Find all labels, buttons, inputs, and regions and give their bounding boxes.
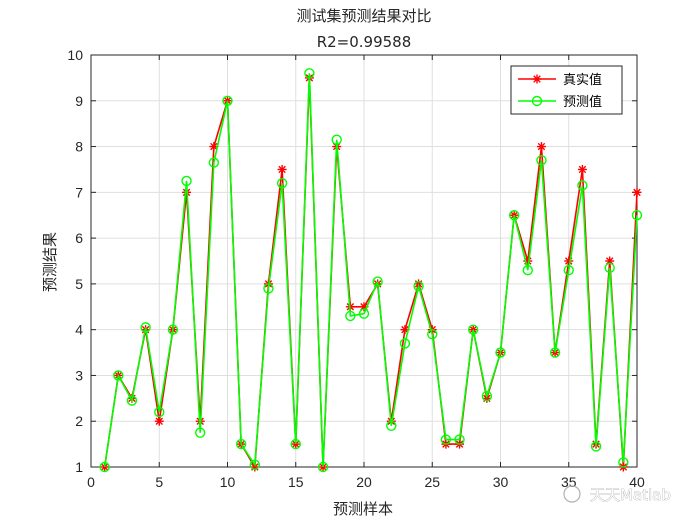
- legend-marker: [531, 95, 543, 107]
- watermark: 天天Matlab: [563, 485, 671, 504]
- x-tick-label: 5: [155, 474, 163, 490]
- data-point: [304, 68, 315, 79]
- data-point: [522, 264, 533, 276]
- chart-title: 测试集预测结果对比: [296, 7, 431, 25]
- y-tick-label: 5: [75, 276, 83, 292]
- y-tick-label: 1: [75, 459, 83, 475]
- data-point: [222, 95, 233, 106]
- data-point: [277, 164, 287, 174]
- data-point: [194, 427, 206, 438]
- data-point: [495, 347, 506, 358]
- data-point: [140, 322, 151, 333]
- data-point: [181, 175, 192, 187]
- data-point: [372, 276, 383, 287]
- x-tick-label: 15: [288, 474, 304, 490]
- data-point: [577, 164, 587, 174]
- data-point: [440, 434, 452, 445]
- data-point: [536, 155, 547, 166]
- data-point: [399, 338, 411, 349]
- data-point: [276, 177, 288, 189]
- data-point: [167, 324, 179, 335]
- data-point: [317, 461, 329, 473]
- legend-label: 预测值: [563, 94, 602, 110]
- wechat-logo-icon: [563, 485, 581, 503]
- y-tick-label: 3: [75, 367, 83, 383]
- y-axis-label: 预测结果: [41, 232, 59, 292]
- y-tick-label: 4: [75, 322, 83, 338]
- x-tick-label: 0: [87, 474, 95, 490]
- watermark-text: 天天Matlab: [590, 486, 671, 504]
- data-point: [386, 420, 397, 431]
- data-point: [508, 210, 520, 221]
- data-point: [208, 157, 220, 168]
- y-tick-label: 8: [75, 139, 83, 155]
- data-point: [564, 256, 574, 266]
- x-tick-label: 25: [424, 474, 440, 490]
- data-point: [563, 264, 574, 276]
- x-tick-label: 40: [629, 474, 645, 490]
- y-tick-label: 9: [75, 93, 83, 109]
- x-tick-label: 35: [561, 474, 577, 490]
- data-point: [536, 142, 546, 152]
- data-point: [549, 347, 561, 358]
- chart-subtitle: R2=0.99588: [317, 33, 412, 51]
- data-point: [481, 390, 493, 402]
- data-point: [618, 457, 629, 468]
- y-tick-label: 6: [75, 230, 83, 246]
- x-tick-label: 20: [356, 474, 372, 490]
- y-tick-label: 2: [75, 413, 83, 429]
- data-point: [345, 310, 356, 322]
- data-point: [590, 441, 602, 452]
- data-point: [290, 438, 301, 450]
- x-tick-label: 10: [220, 474, 236, 490]
- data-point: [113, 370, 124, 381]
- data-point: [209, 142, 219, 152]
- data-point: [604, 262, 615, 274]
- plot-area: 0 5 10 15 20 25 30 35 40 1 2 3 4 5 6 7 8 9 10: [67, 47, 645, 490]
- series-line-2: [103, 73, 638, 468]
- data-point: [126, 395, 138, 406]
- data-point: [154, 416, 164, 426]
- data-point: [235, 438, 247, 450]
- data-point: [427, 329, 438, 340]
- data-point: [263, 283, 274, 294]
- data-point: [331, 134, 342, 145]
- legend-label: 真实值: [563, 72, 602, 88]
- data-point: [358, 308, 370, 319]
- y-tick-label: 7: [75, 184, 83, 200]
- data-point: [154, 406, 165, 418]
- y-tick-label: 10: [67, 47, 83, 63]
- data-point: [632, 187, 642, 197]
- legend-box: [510, 65, 623, 115]
- x-axis-label: 预测样本: [333, 500, 393, 518]
- data-point: [631, 210, 643, 221]
- legend-marker: [532, 74, 542, 84]
- data-point: [413, 280, 424, 292]
- data-point: [468, 324, 479, 335]
- data-point: [454, 434, 465, 445]
- data-point: [577, 180, 588, 191]
- x-tick-label: 30: [493, 474, 509, 490]
- data-point: [99, 461, 110, 473]
- data-point: [249, 459, 261, 470]
